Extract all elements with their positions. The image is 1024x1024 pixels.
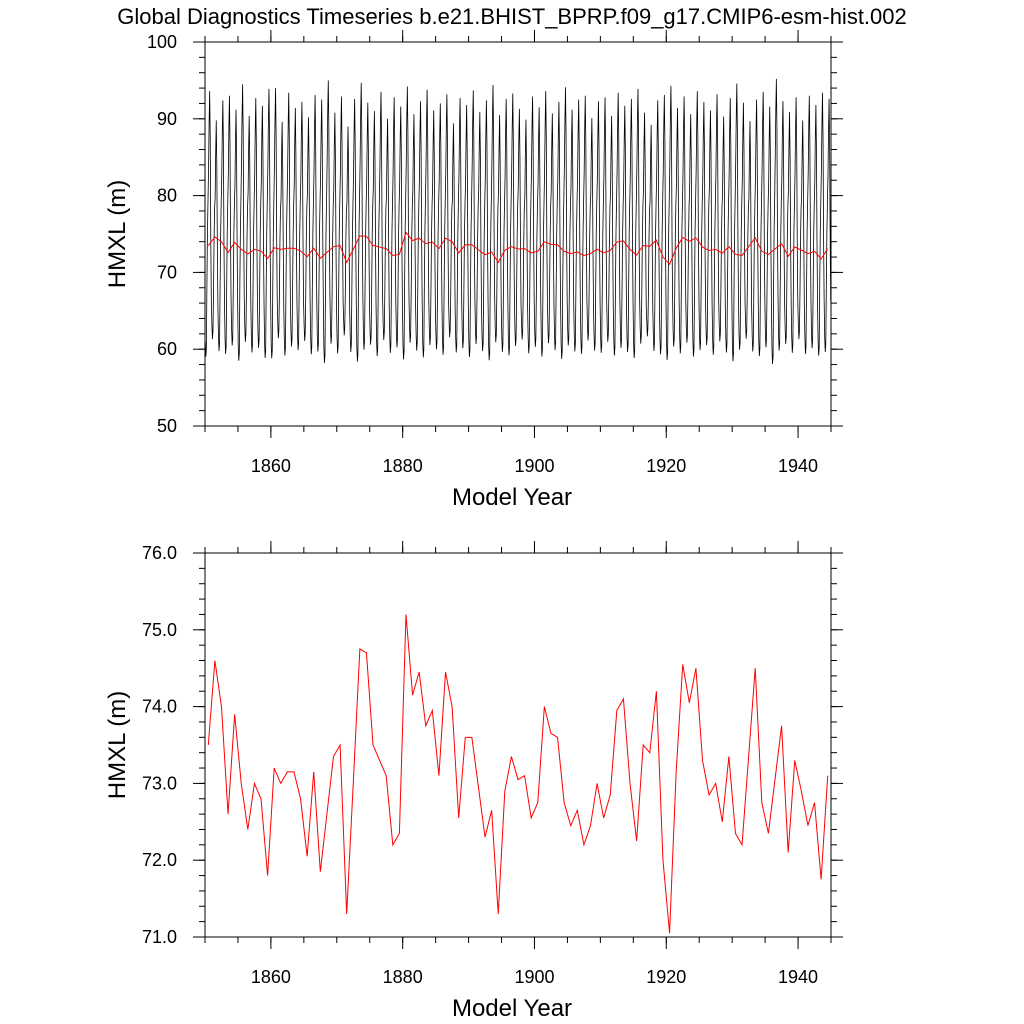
y-tick-label: 80 <box>157 186 177 206</box>
x-tick-label: 1880 <box>383 967 423 987</box>
y-tick-label: 100 <box>147 32 177 52</box>
x-tick-label: 1900 <box>514 456 554 476</box>
bottom-annual-series <box>207 614 829 934</box>
bottom-plot-frame <box>204 552 832 938</box>
bottom-y-axis-label: HMXL (m) <box>104 691 131 799</box>
y-tick-label: 70 <box>157 262 177 282</box>
bottom-y-ticks: 71.0 72.0 73.0 74.0 75.0 76.0 <box>142 543 843 947</box>
x-tick-label: 1860 <box>251 456 291 476</box>
top-monthly-series <box>204 78 832 364</box>
x-tick-label: 1920 <box>646 456 686 476</box>
top-y-axis-label: HMXL (m) <box>104 180 131 288</box>
y-tick-label: 60 <box>157 339 177 359</box>
x-tick-label: 1940 <box>778 967 818 987</box>
bottom-panel: 1860 1880 1900 1920 1940 71.0 72.0 73.0 74.0 75.… <box>104 541 843 1022</box>
monthly-line <box>204 78 832 364</box>
top-plot-frame <box>204 41 832 427</box>
top-panel: 1860 1880 1900 1920 1940 50 60 70 80 90 100 Model… <box>104 30 843 511</box>
annual-mean-line <box>207 231 829 266</box>
top-x-ticks: 1860 1880 1900 1920 1940 <box>204 30 832 476</box>
y-tick-label: 76.0 <box>142 543 177 563</box>
annual-mean-line <box>207 614 829 934</box>
top-x-axis-label: Model Year <box>452 484 572 511</box>
x-tick-label: 1880 <box>383 456 423 476</box>
top-y-ticks: 50 60 70 80 90 100 <box>147 32 843 436</box>
top-annual-series <box>207 231 829 266</box>
y-tick-label: 50 <box>157 416 177 436</box>
y-tick-label: 71.0 <box>142 927 177 947</box>
x-tick-label: 1920 <box>646 967 686 987</box>
y-tick-label: 74.0 <box>142 697 177 717</box>
y-tick-label: 72.0 <box>142 850 177 870</box>
y-tick-label: 90 <box>157 109 177 129</box>
x-tick-label: 1900 <box>514 967 554 987</box>
bottom-x-ticks: 1860 1880 1900 1920 1940 <box>204 541 832 987</box>
bottom-x-axis-label: Model Year <box>452 995 572 1022</box>
chart-title: Global Diagnostics Timeseries b.e21.BHIS… <box>117 4 907 29</box>
y-tick-label: 75.0 <box>142 620 177 640</box>
x-tick-label: 1940 <box>778 456 818 476</box>
y-tick-label: 73.0 <box>142 773 177 793</box>
x-tick-label: 1860 <box>251 967 291 987</box>
